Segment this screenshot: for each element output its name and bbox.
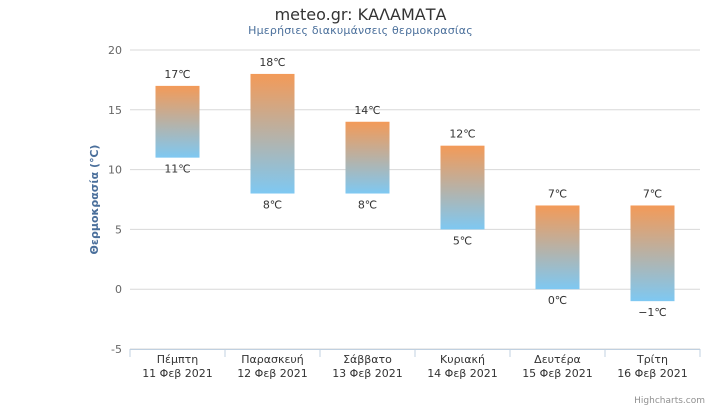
temperature-range-bar[interactable]	[345, 121, 390, 194]
low-temp-label: 8℃	[263, 199, 282, 212]
temperature-range-bar[interactable]	[440, 145, 485, 230]
y-tick-label: 15	[108, 104, 122, 117]
chart-subtitle: Ημερήσιες διακυμάνσεις θερμοκρασίας	[248, 24, 473, 37]
x-tick-label-day: Παρασκευή	[241, 353, 304, 366]
x-tick-label-day: Κυριακή	[440, 353, 485, 366]
low-temp-label: 11℃	[164, 163, 190, 176]
y-tick-label: 0	[115, 283, 122, 296]
low-temp-label: 5℃	[453, 234, 472, 247]
credits-link[interactable]: Highcharts.com	[634, 396, 705, 406]
x-tick-label-date: 15 Φεβ 2021	[522, 367, 593, 380]
x-tick-label-day: Σάββατο	[343, 353, 392, 366]
high-temp-label: 18℃	[259, 56, 285, 69]
low-temp-label: 8℃	[358, 199, 377, 212]
x-tick-label-date: 13 Φεβ 2021	[332, 367, 403, 380]
low-temp-label: −1℃	[638, 306, 667, 319]
y-tick-label: 20	[108, 44, 122, 57]
x-tick-label-date: 16 Φεβ 2021	[617, 367, 688, 380]
high-temp-label: 7℃	[548, 187, 567, 200]
x-tick-label-date: 14 Φεβ 2021	[427, 367, 498, 380]
chart-title: meteo.gr: ΚΑΛΑΜΑΤΑ	[274, 5, 447, 24]
high-temp-label: 14℃	[354, 104, 380, 117]
temperature-range-bar[interactable]	[155, 85, 200, 158]
y-tick-label: -5	[111, 343, 122, 356]
x-tick-label-day: Τρίτη	[636, 353, 668, 366]
high-temp-label: 17℃	[164, 68, 190, 81]
low-temp-label: 0℃	[548, 294, 567, 307]
x-tick-label-day: Δευτέρα	[534, 353, 581, 366]
temperature-range-bar[interactable]	[535, 205, 580, 290]
y-axis-title: Θερμοκρασία (℃)	[88, 145, 101, 255]
temperature-range-bar[interactable]	[630, 205, 675, 302]
x-tick-label-day: Πέμπτη	[157, 353, 198, 366]
high-temp-label: 12℃	[449, 128, 475, 141]
x-tick-label-date: 12 Φεβ 2021	[237, 367, 308, 380]
x-tick-label-date: 11 Φεβ 2021	[142, 367, 213, 380]
y-tick-label: 10	[108, 164, 122, 177]
temperature-range-bar[interactable]	[250, 73, 295, 194]
high-temp-label: 7℃	[643, 187, 662, 200]
y-tick-label: 5	[115, 223, 122, 236]
